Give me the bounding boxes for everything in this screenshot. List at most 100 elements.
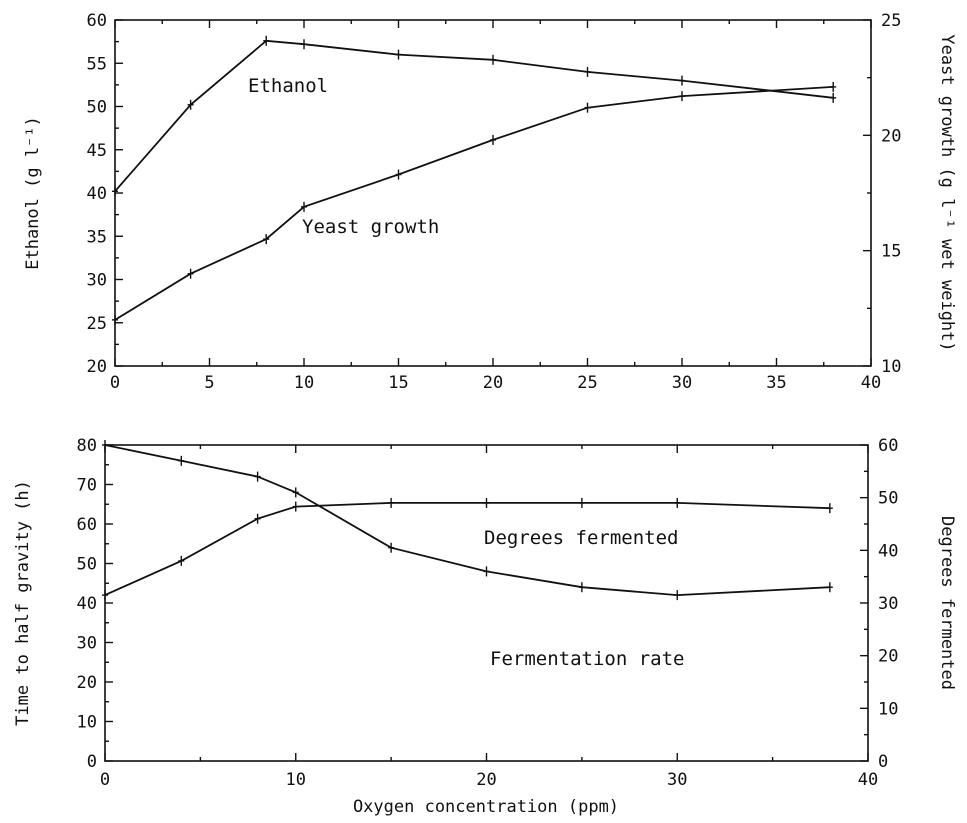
data-point-yeast-growth — [187, 268, 194, 279]
data-point-degrees-fermented — [388, 497, 395, 508]
data-point-yeast-growth — [490, 134, 496, 145]
y-tick-label-left: 60 — [87, 11, 107, 31]
y-tick-label-left: 40 — [77, 594, 97, 614]
series-line-yeast-growth — [114, 86, 834, 321]
data-point-degrees-fermented — [254, 513, 261, 524]
series-label-degrees-fermented: Degrees fermented — [484, 527, 678, 549]
data-point-yeast-growth — [263, 234, 270, 245]
x-tick-label: 30 — [672, 373, 692, 393]
plot-frame-bottom — [104, 444, 869, 762]
data-point-fermentation-rate — [483, 566, 490, 577]
y-axis-title-ethanol: Ethanol (g l⁻¹) — [23, 116, 43, 270]
series-line-degrees-fermented — [104, 501, 830, 596]
data-point-degrees-fermented — [826, 503, 833, 514]
chart-panel-top: 0 5 10 15 20 25 30 35 40 20 25 30 35 40 45 50 55 60 10 15 20… — [23, 11, 957, 393]
y-tick-label-left: 30 — [87, 271, 107, 291]
y-tick-label-left: 0 — [87, 752, 97, 772]
data-point-fermentation-rate — [578, 582, 585, 593]
data-point-ethanol — [490, 54, 496, 65]
y-tick-label-right: 30 — [878, 594, 898, 614]
x-tick-label: 20 — [476, 770, 496, 790]
data-point-degrees-fermented — [674, 497, 681, 508]
x-tick-label: 35 — [766, 373, 786, 393]
x-tick-label: 25 — [577, 373, 597, 393]
data-point-ethanol — [584, 66, 591, 77]
y-tick-label-right: 20 — [881, 126, 901, 146]
series-label-ethanol: Ethanol — [248, 75, 328, 97]
y-tick-label-left: 25 — [87, 314, 107, 334]
top-axis-ticks: 0 5 10 15 20 25 30 35 40 20 25 30 35 40 45 50 55 60 10 15 20… — [87, 11, 902, 393]
data-point-yeast-growth — [395, 169, 402, 180]
y-axis-title-time-to-half-gravity: Time to half gravity (h) — [13, 480, 33, 726]
top-series-group — [112, 35, 837, 325]
y-tick-label-right: 40 — [878, 541, 898, 561]
y-tick-label-left: 20 — [77, 673, 97, 693]
y-tick-label-right: 10 — [881, 357, 901, 377]
y-tick-label-left: 10 — [77, 713, 97, 733]
data-point-fermentation-rate — [826, 582, 833, 593]
data-point-ethanol — [263, 35, 270, 46]
data-point-fermentation-rate — [102, 440, 108, 450]
y2-axis-title-degrees-fermented: Degrees fermented — [937, 516, 957, 690]
data-point-fermentation-rate — [388, 542, 395, 553]
data-point-fermentation-rate — [292, 487, 299, 498]
y-tick-label-right: 25 — [881, 11, 901, 31]
data-point-degrees-fermented — [102, 590, 108, 601]
data-point-degrees-fermented — [178, 555, 185, 566]
data-point-ethanol — [187, 99, 194, 110]
data-point-ethanol — [395, 49, 402, 60]
series-line-ethanol — [114, 39, 834, 192]
y-tick-label-right: 50 — [878, 489, 898, 509]
y-tick-label-left: 70 — [77, 476, 97, 496]
x-tick-label: 0 — [110, 373, 120, 393]
y-tick-label-left: 55 — [87, 54, 107, 74]
series-label-fermentation-rate: Fermentation rate — [490, 648, 684, 670]
y-tick-label-left: 60 — [77, 515, 97, 535]
x-tick-label: 0 — [100, 770, 110, 790]
data-point-ethanol — [679, 75, 685, 86]
y-tick-label-right: 0 — [878, 752, 888, 772]
y-tick-label-right: 15 — [881, 242, 901, 262]
x-tick-label: 40 — [861, 373, 881, 393]
y-tick-label-left: 40 — [87, 184, 107, 204]
x-tick-label: 10 — [294, 373, 314, 393]
data-point-fermentation-rate — [254, 471, 261, 482]
data-point-yeast-growth — [679, 91, 685, 102]
series-line-fermentation-rate — [104, 444, 830, 597]
data-point-fermentation-rate — [178, 455, 185, 466]
chart-panel-bottom: 0 10 20 30 40010203040506070800102030405060 … — [13, 436, 957, 817]
y-tick-label-left: 50 — [87, 98, 107, 118]
y-tick-label-left: 35 — [87, 227, 107, 247]
data-point-fermentation-rate — [674, 590, 681, 601]
data-point-ethanol — [112, 186, 118, 197]
bottom-series-group — [102, 440, 833, 601]
data-point-yeast-growth — [830, 81, 837, 92]
y2-axis-title-yeast-growth: Yeast growth (g l⁻¹ wet weight) — [937, 34, 957, 351]
data-point-ethanol — [830, 92, 837, 103]
x-tick-label: 10 — [286, 770, 306, 790]
x-tick-label: 15 — [388, 373, 408, 393]
series-label-yeast-growth: Yeast growth — [302, 216, 439, 238]
x-axis-title-oxygen-concentration: Oxygen concentration (ppm) — [353, 797, 619, 817]
data-point-degrees-fermented — [578, 497, 585, 508]
x-tick-label: 20 — [483, 373, 503, 393]
y-tick-label-left: 30 — [77, 634, 97, 654]
y-tick-label-left: 80 — [77, 436, 97, 456]
data-point-degrees-fermented — [483, 497, 490, 508]
y-tick-label-left: 45 — [87, 141, 107, 161]
data-point-ethanol — [301, 39, 307, 50]
data-point-yeast-growth — [584, 102, 591, 113]
y-tick-label-left: 20 — [87, 357, 107, 377]
data-point-yeast-growth — [301, 201, 307, 212]
y-tick-label-right: 60 — [878, 436, 898, 456]
data-point-yeast-growth — [112, 314, 118, 325]
x-tick-label: 30 — [667, 770, 687, 790]
x-tick-label: 40 — [858, 770, 878, 790]
x-tick-label: 5 — [204, 373, 214, 393]
y-tick-label-right: 10 — [878, 699, 898, 719]
y-tick-label-right: 20 — [878, 647, 898, 667]
data-point-degrees-fermented — [292, 501, 299, 512]
y-tick-label-left: 50 — [77, 555, 97, 575]
